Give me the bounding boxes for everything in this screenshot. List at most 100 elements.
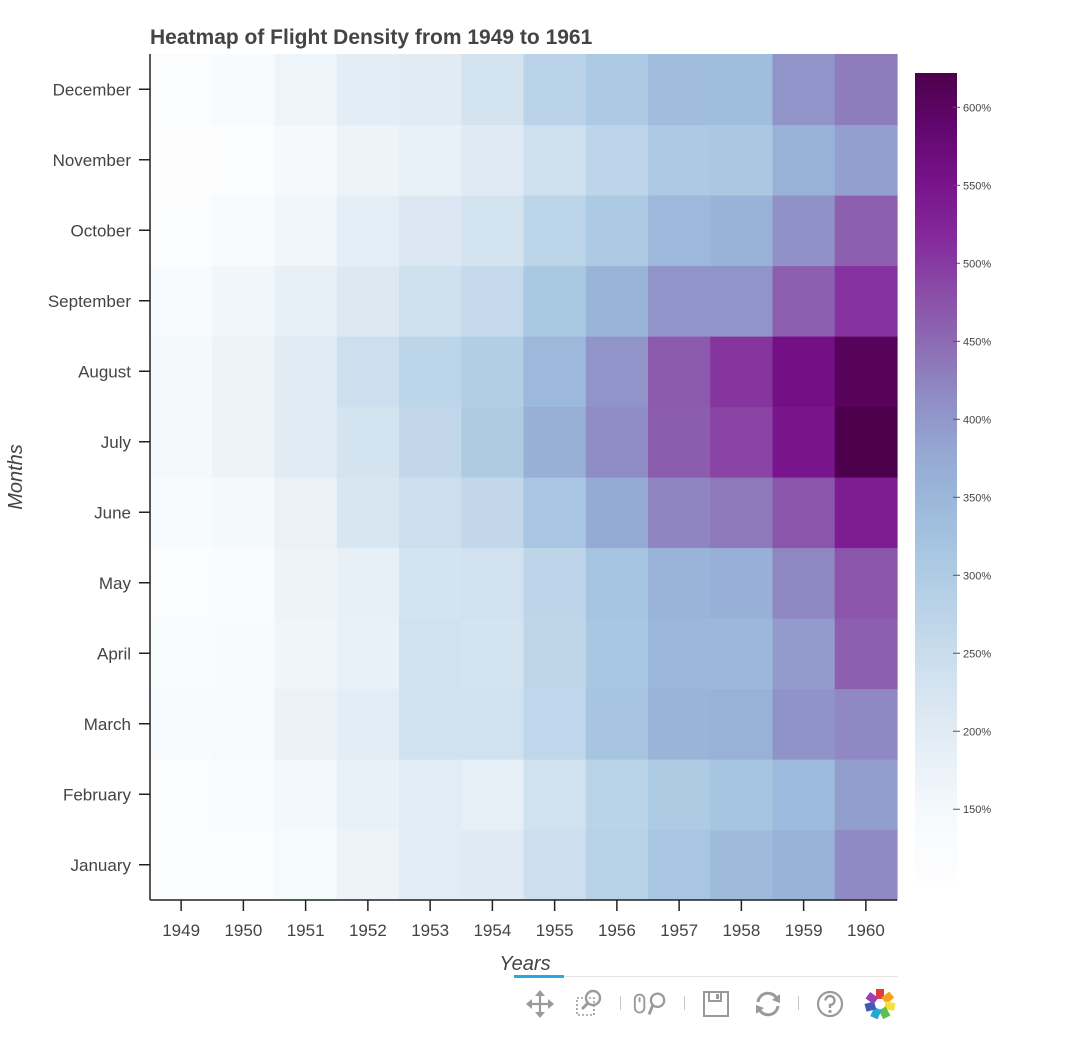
heatmap-cell: [710, 829, 774, 901]
heatmap-cell: [336, 54, 400, 126]
heatmap-cell: [834, 547, 898, 619]
heatmap-cell: [336, 829, 400, 901]
heatmap-cell: [523, 124, 587, 196]
heatmap-cell: [399, 759, 462, 831]
y-tick-label: July: [101, 433, 132, 452]
heatmap-cell: [648, 829, 711, 901]
heatmap-cell: [523, 195, 587, 267]
heatmap-cell: [523, 54, 587, 126]
heatmap-cell: [648, 406, 711, 478]
heatmap-cell: [461, 54, 525, 126]
heatmap-cell: [461, 547, 525, 619]
chart-title: Heatmap of Flight Density from 1949 to 1…: [150, 26, 593, 49]
x-tick-label: 1958: [722, 921, 760, 940]
save-icon[interactable]: [698, 986, 734, 1022]
heatmap-cell: [336, 759, 400, 831]
chart-toolbar: [514, 975, 898, 1026]
heatmap-cell: [399, 688, 462, 760]
heatmap-cell: [585, 477, 649, 549]
reset-icon[interactable]: [750, 986, 786, 1022]
heatmap-cell: [648, 265, 711, 337]
y-tick-label: December: [53, 80, 132, 99]
heatmap-cell: [336, 265, 400, 337]
heatmap-cell: [150, 195, 213, 267]
heatmap-cell: [834, 829, 898, 901]
heatmap-cell: [772, 688, 836, 760]
wheel-zoom-icon[interactable]: [632, 986, 668, 1022]
heatmap-cell: [523, 547, 587, 619]
heatmap-cell: [834, 195, 898, 267]
heatmap-cell: [585, 336, 649, 408]
heatmap-cell: [150, 406, 213, 478]
heatmap-cell: [710, 195, 774, 267]
heatmap-cell: [461, 336, 525, 408]
heatmap-cell: [834, 618, 898, 690]
heatmap-cell: [834, 336, 898, 408]
heatmap-cell: [212, 265, 276, 337]
heatmap-cell: [710, 336, 774, 408]
y-tick-label: May: [99, 574, 132, 593]
heatmap-cell: [585, 406, 649, 478]
heatmap-cell: [772, 336, 836, 408]
heatmap-cell: [834, 406, 898, 478]
bokeh-logo-icon[interactable]: [862, 986, 898, 1022]
heatmap-cell: [399, 618, 462, 690]
heatmap-cell: [150, 54, 213, 126]
toolbar-separator: [684, 996, 685, 1010]
heatmap-cell: [212, 547, 276, 619]
heatmap-cell: [212, 618, 276, 690]
heatmap-cell: [274, 829, 338, 901]
x-axis-label: Years: [499, 953, 550, 975]
heatmap-cell: [772, 618, 836, 690]
heatmap-cell: [648, 124, 711, 196]
heatmap-cell: [399, 477, 462, 549]
heatmap-cell: [399, 547, 462, 619]
heatmap-cell: [648, 54, 711, 126]
y-tick-label: August: [78, 362, 131, 381]
color-bar-tick-label: 300%: [963, 570, 991, 582]
help-icon[interactable]: [812, 986, 848, 1022]
heatmap-cell: [274, 759, 338, 831]
heatmap-cell: [212, 688, 276, 760]
heatmap-cell: [399, 336, 462, 408]
y-tick-label: February: [63, 785, 132, 804]
heatmap-cell: [834, 265, 898, 337]
heatmap-cell: [523, 406, 587, 478]
heatmap-cell: [710, 547, 774, 619]
heatmap-cell: [399, 195, 462, 267]
color-bar-tick-label: 550%: [963, 180, 991, 192]
heatmap-cell: [150, 759, 213, 831]
heatmap-cell: [150, 265, 213, 337]
heatmap-cell: [274, 124, 338, 196]
y-tick-label: April: [97, 644, 131, 663]
x-tick-label: 1959: [785, 921, 823, 940]
heatmap-cell: [399, 54, 462, 126]
y-tick-label: June: [94, 503, 131, 522]
x-tick-label: 1953: [411, 921, 449, 940]
color-bar-gradient: [915, 73, 957, 881]
heatmap-cell: [461, 124, 525, 196]
heatmap-cell: [585, 618, 649, 690]
heatmap-cell: [336, 406, 400, 478]
x-tick-label: 1952: [349, 921, 387, 940]
heatmap-cell: [212, 759, 276, 831]
x-tick-label: 1960: [847, 921, 885, 940]
heatmap-cell: [772, 265, 836, 337]
heatmap-cell: [461, 265, 525, 337]
pan-icon[interactable]: [522, 986, 558, 1022]
heatmap-cell: [710, 759, 774, 831]
box-zoom-icon[interactable]: [572, 986, 608, 1022]
heatmap-cell: [274, 618, 338, 690]
heatmap-cell: [523, 477, 587, 549]
heatmap-cell: [585, 195, 649, 267]
x-tick-label: 1955: [536, 921, 574, 940]
heatmap-cell: [399, 124, 462, 196]
heatmap-cell: [274, 54, 338, 126]
heatmap-cell: [150, 688, 213, 760]
heatmap-cell: [834, 688, 898, 760]
y-tick-label: November: [53, 151, 132, 170]
heatmap-cell: [461, 688, 525, 760]
x-tick-label: 1954: [473, 921, 511, 940]
heatmap-cell: [523, 618, 587, 690]
